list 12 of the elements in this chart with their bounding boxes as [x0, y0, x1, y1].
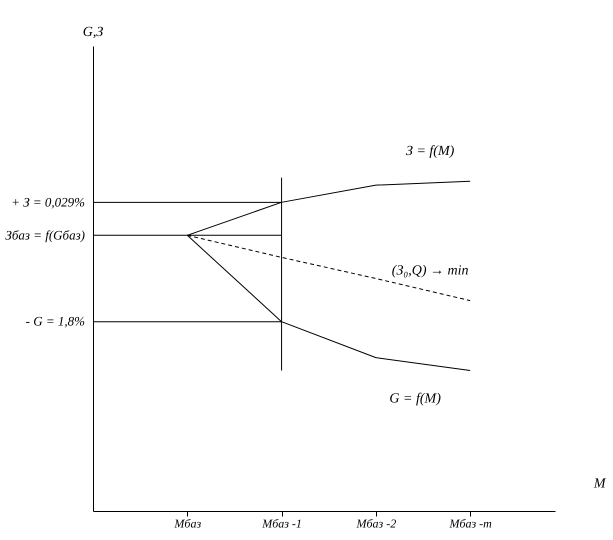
x-tick-label: Mбаз -2	[356, 516, 396, 530]
text: G,З	[82, 25, 104, 40]
series-label: - G = 1,8%	[26, 314, 86, 329]
series-label: Збаз = f(Gбаз)	[5, 227, 85, 242]
series-label: G = f(M)	[389, 392, 442, 407]
x-axis-title: M	[592, 476, 607, 492]
x-tick-label: Mбаз -m	[448, 516, 492, 530]
x-tick-label: Mбаз -1	[261, 516, 302, 530]
series-label: + З = 0,029%	[11, 194, 86, 210]
series-label: З = f(M)	[406, 144, 455, 160]
series-label: (З₀,Q) → min	[392, 264, 469, 279]
x-tick-label: Mбаз	[173, 516, 202, 530]
